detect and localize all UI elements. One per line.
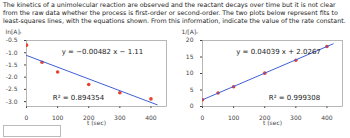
svg-text:1/[A]ₜ: 1/[A]ₜ — [182, 28, 199, 35]
svg-text:10: 10 — [186, 69, 194, 76]
svg-text:0: 0 — [190, 102, 194, 109]
svg-text:t (sec): t (sec) — [263, 119, 282, 126]
svg-text:20: 20 — [186, 36, 194, 43]
svg-text:-1.0: -1.0 — [6, 49, 18, 56]
svg-text:200: 200 — [83, 113, 95, 121]
svg-text:300: 300 — [114, 114, 126, 121]
svg-text:y = 0.04039 x + 2.0267: y = 0.04039 x + 2.0267 — [236, 48, 321, 56]
svg-text:-2.5: -2.5 — [6, 85, 18, 92]
svg-text:400: 400 — [145, 114, 157, 121]
svg-text:-3.0: -3.0 — [6, 98, 18, 105]
svg-text:15: 15 — [186, 53, 194, 60]
svg-text:R² = 0.999308: R² = 0.999308 — [269, 94, 320, 102]
svg-text:y = −0.00482 x − 1.11: y = −0.00482 x − 1.11 — [62, 48, 144, 56]
svg-text:300: 300 — [290, 114, 302, 121]
svg-text:-2.0: -2.0 — [6, 73, 18, 80]
svg-text:0: 0 — [25, 114, 29, 121]
svg-text:-1.5: -1.5 — [6, 61, 18, 68]
svg-text:0: 0 — [201, 114, 205, 121]
svg-text:100: 100 — [228, 114, 240, 121]
svg-text:400: 400 — [321, 114, 333, 121]
svg-text:R² = 0.894354: R² = 0.894354 — [53, 94, 105, 102]
svg-text:5: 5 — [190, 86, 194, 93]
svg-text:ln[A]ₜ: ln[A]ₜ — [6, 28, 22, 35]
svg-text:-0.5: -0.5 — [6, 36, 18, 43]
svg-text:200: 200 — [259, 113, 271, 121]
svg-text:t (sec): t (sec) — [87, 119, 106, 126]
html-text:The kinetics of a unimolecular: The kinetics of a unimolecular reaction … — [3, 1, 346, 24]
svg-text:100: 100 — [52, 114, 64, 121]
